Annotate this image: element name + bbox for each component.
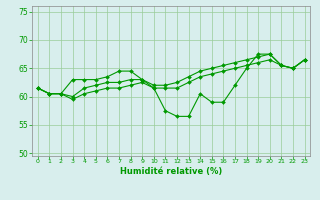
X-axis label: Humidité relative (%): Humidité relative (%) [120,167,222,176]
